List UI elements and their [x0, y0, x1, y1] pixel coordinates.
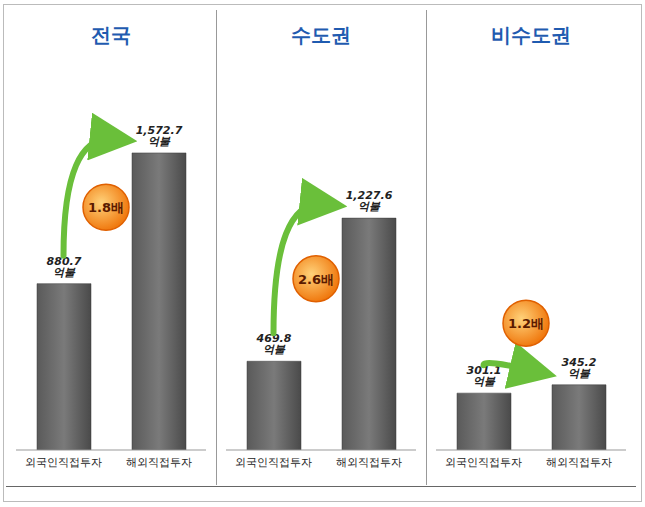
- svg-text:469.8억불: 469.8억불: [256, 332, 292, 356]
- svg-text:301.1억불: 301.1억불: [467, 364, 502, 388]
- svg-text:외국인직접투자: 외국인직접투자: [25, 456, 102, 469]
- svg-text:외국인직접투자: 외국인직접투자: [445, 456, 522, 469]
- svg-text:해외직접투자: 해외직접투자: [546, 456, 612, 469]
- svg-text:2.6배: 2.6배: [298, 272, 334, 287]
- svg-text:1,227.6억불: 1,227.6억불: [346, 189, 393, 213]
- svg-text:해외직접투자: 해외직접투자: [126, 456, 192, 469]
- svg-text:해외직접투자: 해외직접투자: [336, 456, 402, 469]
- html-text:비수도권: 비수도권: [491, 23, 571, 47]
- html-text:전국: 전국: [91, 23, 131, 47]
- svg-text:880.7억불: 880.7억불: [47, 255, 82, 279]
- html-text:수도권: 수도권: [291, 23, 351, 47]
- svg-text:1.8배: 1.8배: [88, 200, 124, 215]
- svg-text:1,572.7억불: 1,572.7억불: [136, 124, 183, 148]
- svg-text:345.2억불: 345.2억불: [562, 356, 597, 380]
- svg-text:1.2배: 1.2배: [508, 316, 544, 331]
- svg-text:외국인직접투자: 외국인직접투자: [235, 456, 312, 469]
